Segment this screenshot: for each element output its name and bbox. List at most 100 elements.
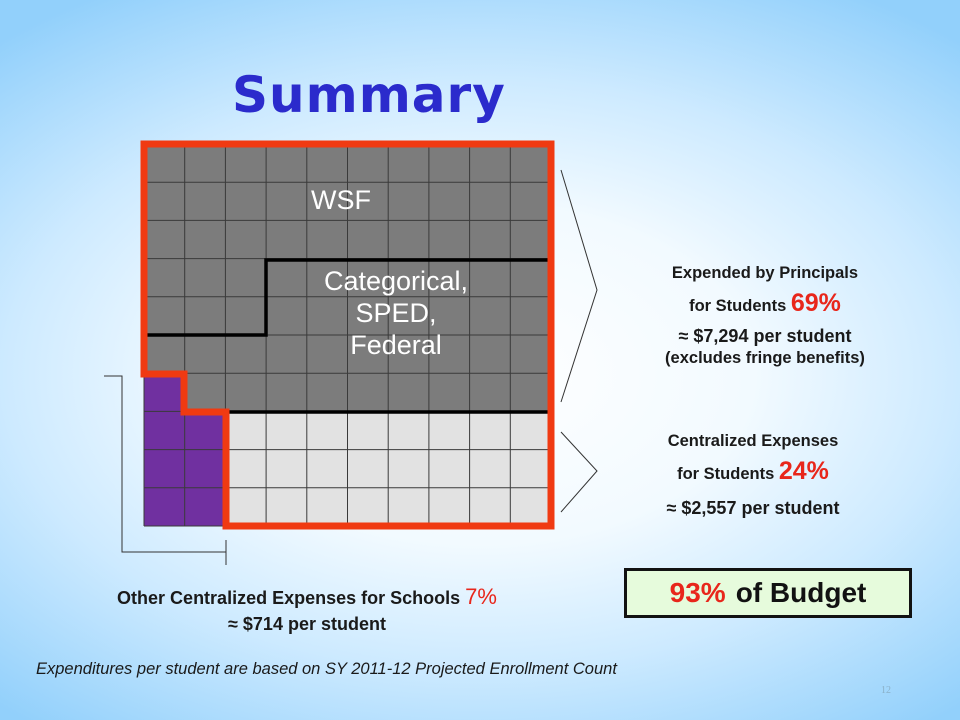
- grid-cell: [469, 296, 511, 335]
- grid-cell: [510, 373, 551, 412]
- grid-cell: [144, 487, 185, 526]
- grid-cell: [428, 449, 470, 488]
- grid-cell: [388, 258, 429, 297]
- other-block: Other Centralized Expenses for Schools 7…: [22, 584, 592, 637]
- grid-cell: [184, 182, 226, 221]
- other-percent: 7%: [465, 584, 497, 609]
- grid-cell: [225, 411, 267, 450]
- grid-cell: [266, 411, 307, 450]
- page-number: 12: [881, 685, 891, 696]
- grid-cell: [469, 373, 511, 412]
- grid-cell: [469, 182, 511, 221]
- grid-cell: [225, 335, 267, 374]
- grid-cell: [510, 296, 551, 335]
- grid-cell: [306, 449, 348, 488]
- grid-cell: [184, 335, 226, 374]
- grid-cell: [225, 144, 267, 183]
- grid-cell: [510, 335, 551, 374]
- grid-cell: [388, 335, 429, 374]
- footnote: Expenditures per student are based on SY…: [36, 660, 617, 678]
- grid-cell: [144, 220, 185, 259]
- grid-cell: [306, 335, 348, 374]
- grid-cell: [388, 411, 429, 450]
- centralized-percent: 24%: [778, 457, 829, 485]
- grid-cell: [184, 220, 226, 259]
- grid-cell: [306, 373, 348, 412]
- grid-cell: [388, 144, 429, 183]
- grid-cell: [184, 296, 226, 335]
- principals-block: Expended by Principals for Students 69% …: [605, 262, 925, 369]
- principals-note: (excludes fringe benefits): [665, 349, 865, 367]
- principals-percent: 69%: [790, 289, 841, 317]
- grid-cell: [510, 144, 551, 183]
- grid-cell: [347, 335, 389, 374]
- grid-cell: [225, 296, 267, 335]
- grid-cell: [428, 182, 470, 221]
- grid-cell: [510, 182, 551, 221]
- centralized-block: Centralized Expenses for Students 24% ≈ …: [593, 430, 913, 519]
- grid-cell: [306, 144, 348, 183]
- grid-cell: [306, 220, 348, 259]
- grid-cell: [428, 296, 470, 335]
- grid-cell: [428, 144, 470, 183]
- grid-cell: [469, 411, 511, 450]
- grid-cell: [428, 335, 470, 374]
- selection-outline: [140, 140, 555, 530]
- grid-cell: [469, 487, 511, 526]
- grid-cell: [469, 335, 511, 374]
- grid-cell: [306, 258, 348, 297]
- grid-cell: [225, 220, 267, 259]
- grid-cell: [347, 258, 389, 297]
- principals-line2-row: for Students 69%: [605, 289, 925, 317]
- grid-cell: [510, 411, 551, 450]
- grid-cell: [144, 373, 185, 412]
- grid-cell: [225, 258, 267, 297]
- grid-cell: [388, 449, 429, 488]
- categorical-boundary-line: [146, 258, 549, 414]
- grid-cells: [144, 144, 551, 526]
- grid-cell: [144, 449, 185, 488]
- grid-cell: [144, 296, 185, 335]
- grid-cell: [388, 220, 429, 259]
- categorical-label-line: SPED,: [355, 298, 437, 328]
- grid-cell: [510, 449, 551, 488]
- grid-cell: [388, 296, 429, 335]
- categorical-label-line: Categorical,: [323, 266, 469, 296]
- grid-cell: [266, 258, 307, 297]
- grid-cell: [184, 449, 226, 488]
- grid-cell: [306, 411, 348, 450]
- grid-cell: [225, 373, 267, 412]
- grid-cell: [306, 182, 348, 221]
- centralized-line2: for Students: [677, 465, 775, 483]
- grid-cell: [388, 487, 429, 526]
- budget-callout-box: 93% of Budget: [624, 568, 912, 618]
- grid-cell: [225, 449, 267, 488]
- grid-cell: [428, 258, 470, 297]
- grid-cell: [510, 487, 551, 526]
- other-per-student: ≈ $714 per student: [228, 614, 386, 634]
- grid-cell: [347, 411, 389, 450]
- grid-cell: [428, 487, 470, 526]
- principals-bracket: [560, 169, 598, 403]
- other-bracket: [104, 375, 227, 565]
- grid-cell: [428, 373, 470, 412]
- grid-cell: [266, 296, 307, 335]
- wsf-label: WSF: [311, 185, 371, 215]
- grid-cell: [347, 182, 389, 221]
- grid-cell: [388, 182, 429, 221]
- centralized-per-student: ≈ $2,557 per student: [666, 498, 840, 518]
- grid-cell: [347, 144, 389, 183]
- grid-cell: [306, 296, 348, 335]
- grid-cell: [144, 144, 185, 183]
- grid-cell: [225, 182, 267, 221]
- grid-cell: [144, 411, 185, 450]
- grid-cell: [428, 411, 470, 450]
- grid-cell: [144, 258, 185, 297]
- grid-cell: [469, 144, 511, 183]
- grid-cell: [306, 487, 348, 526]
- grid-cell: [266, 449, 307, 488]
- categorical-label-line: Federal: [350, 330, 442, 360]
- grid-cell: [347, 296, 389, 335]
- principals-line1: Expended by Principals: [671, 264, 859, 282]
